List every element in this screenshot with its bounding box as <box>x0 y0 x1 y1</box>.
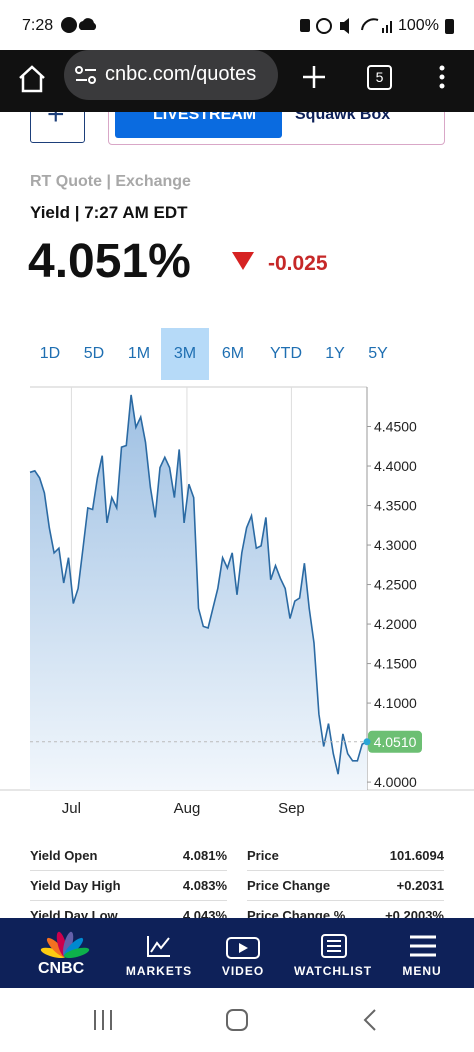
range-tabs: 1D 5D 1M 3M 6M YTD 1Y 5Y <box>0 328 474 380</box>
battery: 100% <box>398 17 439 34</box>
stat-row: Price Change +0.2031 <box>247 870 444 901</box>
range-tab-label: 1Y <box>325 345 345 362</box>
current-badge <box>368 730 422 753</box>
y-tick-label: 4.2500 <box>374 577 417 593</box>
stat-value: 4.083% <box>182 877 227 893</box>
url: cnbc.com/quotes <box>105 63 257 85</box>
stat-value: +0.2031 <box>396 877 444 893</box>
down-arrow <box>232 252 254 270</box>
current-dot <box>363 738 371 746</box>
tab-count: 5 <box>375 69 384 85</box>
site-settings-icon[interactable] <box>74 64 98 86</box>
x-tick-label: Aug <box>174 800 201 817</box>
bottom-nav: CNBC MARKETS VIDEO WATCHLIST MENU <box>0 918 474 988</box>
current-label: 4.0510 <box>374 734 417 750</box>
browser-toolbar: cnbc.com/quotes 5 <box>0 50 474 112</box>
nav-item[interactable]: WATCHLIST <box>293 964 373 978</box>
price-line <box>29 394 368 775</box>
y-tick-label: 4.3000 <box>374 537 417 553</box>
system-nav <box>0 988 474 1052</box>
range-tab[interactable]: 5Y <box>354 328 402 380</box>
url-bar[interactable]: cnbc.com/quotes <box>64 50 278 100</box>
stat-row: Price 101.6094 <box>247 840 444 871</box>
status-bar: 7:28 100% <box>0 0 474 50</box>
range-tab-label: 3M <box>173 345 197 362</box>
range-tab-label: 1M <box>127 345 151 362</box>
y-tick-label: 4.4000 <box>374 458 417 474</box>
range-tab-label: 5D <box>83 345 105 362</box>
y-tick-label: 4.2000 <box>374 616 417 632</box>
area-fill <box>30 394 367 790</box>
range-tab[interactable]: 3M <box>161 328 209 380</box>
quote-last: 4.051% <box>28 235 191 288</box>
range-tab-label: YTD <box>270 345 302 362</box>
range-tab[interactable]: 1D <box>26 328 74 380</box>
quote-change: -0.025 <box>268 252 328 275</box>
stat-row: Yield Day High 4.083% <box>30 870 227 901</box>
time: 7:28 <box>22 17 54 34</box>
tab-switcher[interactable]: 5 <box>367 65 392 90</box>
system-icons <box>300 18 392 34</box>
cnbc-logo-icon[interactable] <box>38 930 92 960</box>
range-tab[interactable]: 1M <box>115 328 163 380</box>
range-tab[interactable]: 1Y <box>311 328 359 380</box>
x-tick-label: Jul <box>62 800 81 817</box>
stat-label: Price Change <box>247 877 331 893</box>
quote-source: RT Quote | Exchange <box>30 173 191 190</box>
stat-label: Price <box>247 847 279 863</box>
range-tab-label: 1D <box>39 345 61 362</box>
range-tab[interactable]: 6M <box>209 328 257 380</box>
nav-item[interactable]: VIDEO <box>221 964 265 978</box>
y-tick-label: 4.1000 <box>374 695 417 711</box>
new-tab-button[interactable] <box>300 63 328 91</box>
menu-button[interactable] <box>432 63 452 93</box>
stat-value: 101.6094 <box>389 847 444 863</box>
home-button[interactable] <box>16 63 48 95</box>
chart: JulAugSep4.00004.05004.10004.15004.20004… <box>0 386 474 817</box>
video-icon <box>226 937 260 959</box>
quote-subtitle: Yield | 7:27 AM EDT <box>30 203 188 222</box>
stat-row: Yield Open 4.081% <box>30 840 227 871</box>
stat-value: 4.081% <box>182 847 227 863</box>
x-tick-label: Sep <box>278 800 305 817</box>
stat-label: Yield Day High <box>30 877 121 893</box>
battery-icon <box>445 19 454 34</box>
y-tick-label: 4.0000 <box>374 774 417 790</box>
range-tab-label: 6M <box>221 345 245 362</box>
nav-item[interactable]: MARKETS <box>125 964 193 978</box>
notif-icons <box>61 17 97 33</box>
menu-icon <box>410 935 436 957</box>
system-nav-icons <box>94 1009 376 1031</box>
markets-icon <box>147 936 170 957</box>
stat-label: Yield Open <box>30 847 98 863</box>
range-tab[interactable]: 5D <box>70 328 118 380</box>
range-tab[interactable]: YTD <box>262 328 310 380</box>
nav-item[interactable]: MENU <box>402 964 442 978</box>
y-tick-label: 4.3500 <box>374 498 417 514</box>
range-tab-label: 5Y <box>368 345 388 362</box>
y-tick-label: 4.1500 <box>374 656 417 672</box>
y-tick-label: 4.4500 <box>374 419 417 435</box>
cnbc-logo[interactable]: CNBC <box>38 960 85 977</box>
watchlist-icon <box>321 934 347 958</box>
stats-table: Yield Open 4.081% Yield Day High 4.083% Yiel… <box>0 840 474 931</box>
